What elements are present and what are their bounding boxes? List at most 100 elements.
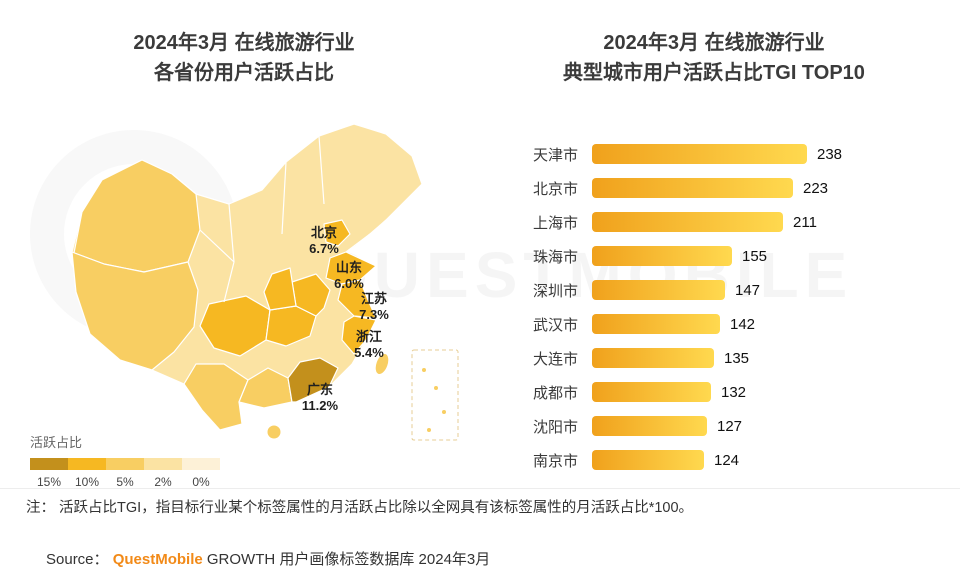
bar [592, 416, 707, 436]
province-borders [199, 135, 371, 303]
bar-value: 147 [735, 281, 761, 299]
bar-chart: 天津市 238 北京市 223 上海市 211 珠海市 155 深圳市 147 武汉市 142 大连市 1… [488, 144, 940, 470]
bar-value: 132 [721, 383, 747, 401]
map-callout-guangdong: 广东 11.2% [302, 382, 338, 415]
region-sichuan [199, 295, 271, 357]
legend-strip [30, 458, 240, 470]
map-callout-zhejiang: 浙江 5.4% [354, 329, 384, 362]
region-guangdong [287, 357, 339, 403]
map-title: 2024年3月 在线旅游行业 各省份用户活跃占比 [18, 28, 470, 88]
callout-region: 江苏 [360, 290, 388, 306]
legend-label: 15% [36, 475, 62, 489]
callout-value: 5.4% [354, 345, 384, 360]
bar-category-label: 北京市 [532, 180, 578, 198]
bar-value: 135 [724, 349, 750, 367]
bar-row: 北京市 223 [488, 178, 940, 198]
region-hainan [266, 424, 282, 440]
city-tgi-panel: 2024年3月 在线旅游行业 典型城市用户活跃占比TGI TOP10 天津市 23… [488, 28, 940, 548]
map-callout-jiangsu: 江苏 7.3% [359, 291, 389, 324]
source-suffix: GROWTH 用户画像标签数据库 2024年3月 [206, 551, 491, 568]
legend-swatch [106, 458, 144, 470]
region-jiangsu [337, 279, 377, 319]
bar [592, 314, 720, 334]
bar-category-label: 天津市 [532, 146, 578, 164]
bar [592, 178, 793, 198]
region-yunnan [183, 363, 249, 431]
bar-category-label: 南京市 [532, 452, 578, 470]
legend-swatch [68, 458, 106, 470]
map-title-line1: 2024年3月 在线旅游行业 [133, 32, 355, 54]
region-zhejiang [341, 315, 377, 355]
bar-value: 155 [742, 247, 768, 265]
legend-label: 2% [154, 475, 172, 489]
bar-row: 深圳市 147 [488, 280, 940, 300]
footnote: 注： 活跃占比TGI，指目标行业某个标签属性的月活跃占比除以全网具有该标签属性的… [26, 500, 694, 516]
bar [592, 450, 704, 470]
bar-category-label: 武汉市 [532, 316, 578, 334]
bar-row: 成都市 132 [488, 382, 940, 402]
province-map-panel: 2024年3月 在线旅游行业 各省份用户活跃占比 [18, 28, 470, 548]
callout-region: 浙江 [355, 328, 383, 344]
bar-value: 142 [730, 315, 756, 333]
bar-title-line1: 2024年3月 在线旅游行业 [603, 32, 825, 54]
map-title-line2: 各省份用户活跃占比 [154, 62, 334, 84]
callout-region: 北京 [310, 224, 338, 240]
region-tibet [71, 251, 199, 371]
bar-row: 南京市 124 [488, 450, 940, 470]
callout-value: 6.7% [309, 241, 339, 256]
bar [592, 280, 725, 300]
china-map-svg [71, 123, 459, 441]
legend-swatch [182, 458, 220, 470]
legend-labels: 15% 10% 5% 2% 0% [30, 475, 240, 489]
legend-title: 活跃占比 [30, 435, 83, 450]
source-brand: QuestMobile [112, 551, 203, 568]
bar-value: 238 [817, 145, 843, 163]
footer-divider [0, 488, 960, 489]
region-beijing [323, 219, 351, 247]
bar-category-label: 深圳市 [532, 282, 578, 300]
region-taiwan [374, 352, 390, 376]
map-callout-beijing: 北京 6.7% [309, 225, 339, 258]
bar-value: 127 [717, 417, 743, 435]
bar-category-label: 上海市 [532, 214, 578, 232]
bar [592, 382, 711, 402]
source-line: Source： QuestMobile GROWTH 用户画像标签数据库 202… [46, 548, 490, 569]
legend-label: 10% [74, 475, 100, 489]
bar-row: 天津市 238 [488, 144, 940, 164]
bar-category-label: 珠海市 [532, 248, 578, 266]
legend-swatch [144, 458, 182, 470]
bar-value: 124 [714, 451, 740, 469]
bar-value: 223 [803, 179, 829, 197]
legend-label: 5% [116, 475, 134, 489]
callout-value: 6.0% [334, 276, 364, 291]
south-china-sea-inset [411, 349, 459, 441]
map-legend: 活跃占比 15% 10% 5% 2% 0% [30, 432, 240, 489]
callout-value: 11.2% [301, 398, 339, 413]
bar-category-label: 大连市 [532, 350, 578, 368]
map-callout-shandong: 山东 6.0% [334, 260, 364, 293]
bar [592, 348, 714, 368]
china-map: 北京 6.7% 山东 6.0% 江苏 7.3% 浙江 5.4% 广东 11.2% [18, 112, 470, 442]
bar [592, 144, 807, 164]
bar-title-line2: 典型城市用户活跃占比TGI TOP10 [563, 62, 865, 84]
bar-value: 211 [793, 213, 817, 231]
source-prefix: Source： [46, 551, 109, 568]
bar-row: 珠海市 155 [488, 246, 940, 266]
bar-category-label: 成都市 [532, 384, 578, 402]
region-shaanxi [263, 267, 297, 311]
bar-category-label: 沈阳市 [532, 418, 578, 436]
bar-row: 大连市 135 [488, 348, 940, 368]
legend-label: 0% [192, 475, 210, 489]
callout-value: 7.3% [359, 307, 389, 322]
bar-row: 上海市 211 [488, 212, 940, 232]
bar-chart-title: 2024年3月 在线旅游行业 典型城市用户活跃占比TGI TOP10 [488, 28, 940, 88]
callout-region: 山东 [335, 259, 363, 275]
bar [592, 212, 783, 232]
bar [592, 246, 732, 266]
region-xinjiang [73, 159, 201, 273]
bar-row: 武汉市 142 [488, 314, 940, 334]
callout-region: 广东 [306, 381, 333, 397]
legend-swatch [30, 458, 68, 470]
bar-row: 沈阳市 127 [488, 416, 940, 436]
